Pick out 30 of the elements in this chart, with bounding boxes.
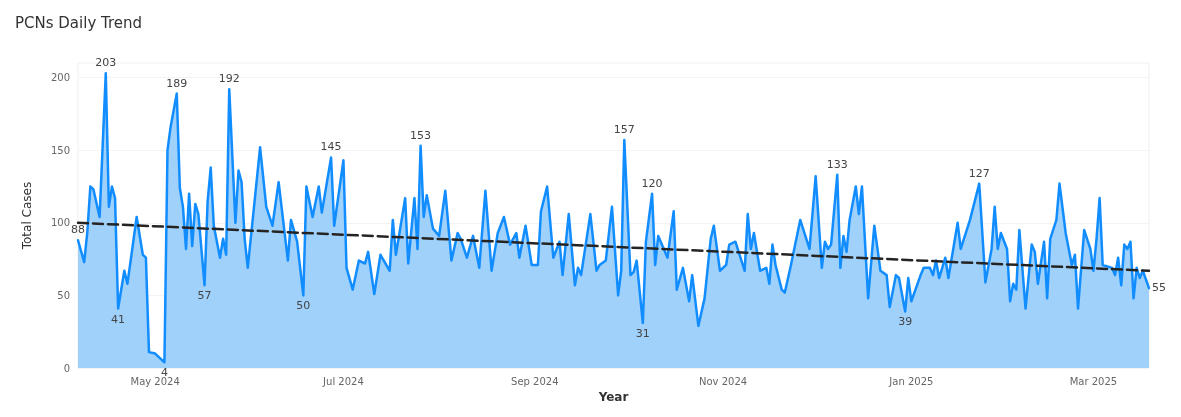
data-label: 88 xyxy=(71,223,85,237)
data-label: 153 xyxy=(410,128,432,142)
data-label: 145 xyxy=(320,140,342,154)
data-label: 120 xyxy=(641,176,663,190)
y-tick-label: 100 xyxy=(50,217,70,229)
x-axis-title: Year xyxy=(597,390,629,404)
data-label: 55 xyxy=(1152,281,1166,295)
data-label: 157 xyxy=(613,123,635,136)
data-label: 127 xyxy=(968,166,990,180)
x-tick-label: Jan 2025 xyxy=(888,375,934,387)
data-label: 31 xyxy=(635,327,650,341)
data-label: 50 xyxy=(296,299,311,313)
x-tick-label: Mar 2025 xyxy=(1069,375,1118,387)
data-label: 133 xyxy=(826,157,848,171)
x-tick-label: Jul 2024 xyxy=(322,375,364,387)
data-label: 189 xyxy=(166,76,188,90)
y-axis-title: Total Cases xyxy=(20,181,34,251)
data-label: 41 xyxy=(111,312,126,326)
y-tick-label: 50 xyxy=(57,289,70,301)
x-tick-label: Nov 2024 xyxy=(698,375,748,387)
x-tick-label: May 2024 xyxy=(130,375,180,387)
y-tick-label: 0 xyxy=(63,362,70,374)
x-tick-label: Sep 2024 xyxy=(511,375,559,387)
data-label: 203 xyxy=(95,56,117,70)
y-tick-label: 200 xyxy=(50,72,70,84)
y-tick-label: 150 xyxy=(50,144,70,156)
data-label: 39 xyxy=(898,315,913,329)
data-label: 57 xyxy=(197,289,212,303)
chart-title: PCNs Daily Trend xyxy=(15,13,143,32)
data-label: 192 xyxy=(218,72,240,86)
